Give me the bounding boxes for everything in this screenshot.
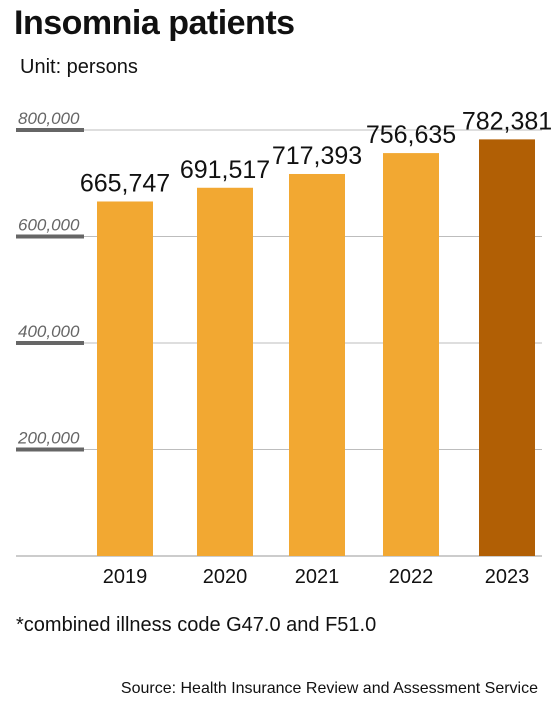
- y-tick-label: 800,000: [18, 109, 80, 128]
- y-tick-label: 600,000: [18, 216, 80, 235]
- tick-marker: [16, 128, 84, 132]
- source-note: Source: Health Insurance Review and Asse…: [120, 680, 538, 697]
- tick-marker: [16, 234, 84, 239]
- bars-layer: [97, 139, 535, 556]
- y-tick-label: 200,000: [17, 429, 80, 448]
- unit-label: Unit: persons: [20, 56, 138, 78]
- y-tick-label: 400,000: [18, 322, 80, 341]
- x-tick-label: 2021: [295, 566, 340, 588]
- x-tick-label: 2022: [389, 566, 434, 588]
- bar-2020: [197, 187, 253, 556]
- x-tick-label: 2019: [103, 566, 148, 588]
- tick-marker: [16, 341, 84, 345]
- bar-chart: 200,000 400,000 600,000 800,000 665,747 2019 6…: [16, 107, 552, 588]
- data-label: 756,635: [366, 121, 456, 149]
- bar-2021: [289, 173, 345, 556]
- chart-title: Insomnia patients: [14, 4, 295, 42]
- x-tick-label: 2023: [485, 566, 530, 588]
- bar-2023: [479, 139, 535, 556]
- footnote: *combined illness code G47.0 and F51.0: [16, 614, 377, 636]
- tick-marker: [16, 447, 84, 452]
- data-label: 665,747: [80, 169, 170, 197]
- bar-2019: [97, 201, 153, 556]
- data-label: 782,381: [462, 107, 552, 135]
- x-tick-label: 2020: [203, 566, 248, 588]
- data-label: 691,517: [180, 156, 270, 184]
- labels-layer: 200,000 400,000 600,000 800,000 665,747 2019 6…: [17, 107, 552, 588]
- bar-2022: [383, 153, 439, 556]
- data-label: 717,393: [272, 142, 362, 170]
